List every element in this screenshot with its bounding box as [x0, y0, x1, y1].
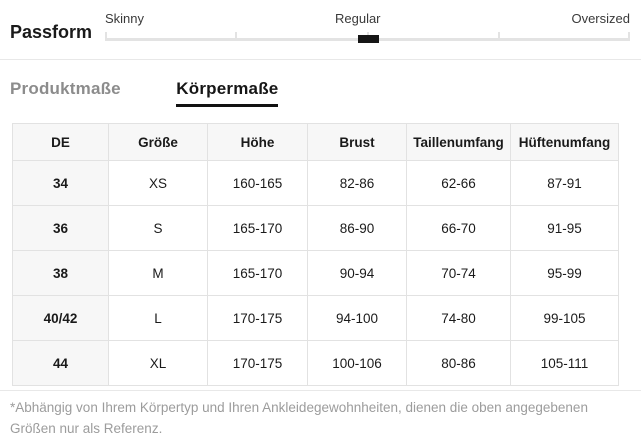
table-cell: 38 — [12, 250, 109, 296]
table-row: 44 XL 170-175 100-106 80-86 105-111 — [12, 340, 619, 386]
table-cell: 160-165 — [207, 160, 308, 206]
table-cell: 62-66 — [406, 160, 511, 206]
table-row: 36 S 165-170 86-90 66-70 91-95 — [12, 205, 619, 251]
column-header: Höhe — [207, 123, 308, 161]
table-cell: 36 — [12, 205, 109, 251]
table-cell: XL — [108, 340, 208, 386]
fit-section: Passform Skinny Regular Oversized — [0, 0, 641, 59]
fit-tick — [235, 32, 238, 41]
table-row: 34 XS 160-165 82-86 62-66 87-91 — [12, 160, 619, 206]
table-cell: 86-90 — [307, 205, 407, 251]
table-row: 38 M 165-170 90-94 70-74 95-99 — [12, 250, 619, 296]
column-header: DE — [12, 123, 109, 161]
table-row: 40/42 L 170-175 94-100 74-80 99-105 — [12, 295, 619, 341]
fit-title: Passform — [10, 22, 93, 42]
table-cell: L — [108, 295, 208, 341]
section-divider-bottom — [0, 390, 641, 391]
table-cell: 40/42 — [12, 295, 109, 341]
tab-produktmasse[interactable]: Produktmaße — [10, 79, 121, 98]
table-cell: 165-170 — [207, 250, 308, 296]
footnote: *Abhängig von Ihrem Körpertyp und Ihren … — [10, 400, 588, 436]
table-cell: 66-70 — [406, 205, 511, 251]
column-header: Taillenumfang — [406, 123, 511, 161]
column-header: Größe — [108, 123, 208, 161]
column-header: Brust — [307, 123, 407, 161]
table-cell: 165-170 — [207, 205, 308, 251]
fit-labels: Skinny Regular Oversized — [105, 11, 630, 28]
table-cell: 99-105 — [510, 295, 619, 341]
table-cell: 105-111 — [510, 340, 619, 386]
table-cell: S — [108, 205, 208, 251]
measurement-tabs: Produktmaße Körpermaße — [0, 60, 641, 107]
table-cell: XS — [108, 160, 208, 206]
tab-koerpermasse[interactable]: Körpermaße — [176, 79, 279, 107]
table-body: 34 XS 160-165 82-86 62-66 87-91 36 S 165-170 86-9… — [12, 160, 619, 386]
table-cell: 80-86 — [406, 340, 511, 386]
table-cell: 82-86 — [307, 160, 407, 206]
fit-option-regular: Regular — [334, 11, 381, 26]
table-cell: 94-100 — [307, 295, 407, 341]
fit-tick — [497, 32, 500, 41]
table-cell: 91-95 — [510, 205, 619, 251]
body-measurements-table: DE Größe Höhe Brust Taillenumfang Hüftenumfan… — [12, 123, 619, 386]
section-divider-top — [0, 59, 641, 60]
table-cell: 100-106 — [307, 340, 407, 386]
fit-tick — [628, 32, 630, 41]
table-cell: 170-175 — [207, 340, 308, 386]
fit-option-skinny: Skinny — [105, 11, 145, 26]
table-cell: 34 — [12, 160, 109, 206]
fit-marker-regular — [357, 35, 379, 43]
table-cell: 170-175 — [207, 295, 308, 341]
table-cell: 95-99 — [510, 250, 619, 296]
table-cell: 87-91 — [510, 160, 619, 206]
table-cell: 90-94 — [307, 250, 407, 296]
table-cell: 44 — [12, 340, 109, 386]
table-cell: 70-74 — [406, 250, 511, 296]
column-header: Hüftenumfang — [510, 123, 619, 161]
fit-track — [105, 31, 630, 43]
fit-tick — [105, 32, 107, 41]
table-header-row: DE Größe Höhe Brust Taillenumfang Hüftenumfan… — [12, 123, 619, 161]
fit-scale: Skinny Regular Oversized — [105, 11, 630, 43]
table-cell: 74-80 — [406, 295, 511, 341]
table-cell: M — [108, 250, 208, 296]
fit-option-oversized: Oversized — [571, 11, 630, 26]
